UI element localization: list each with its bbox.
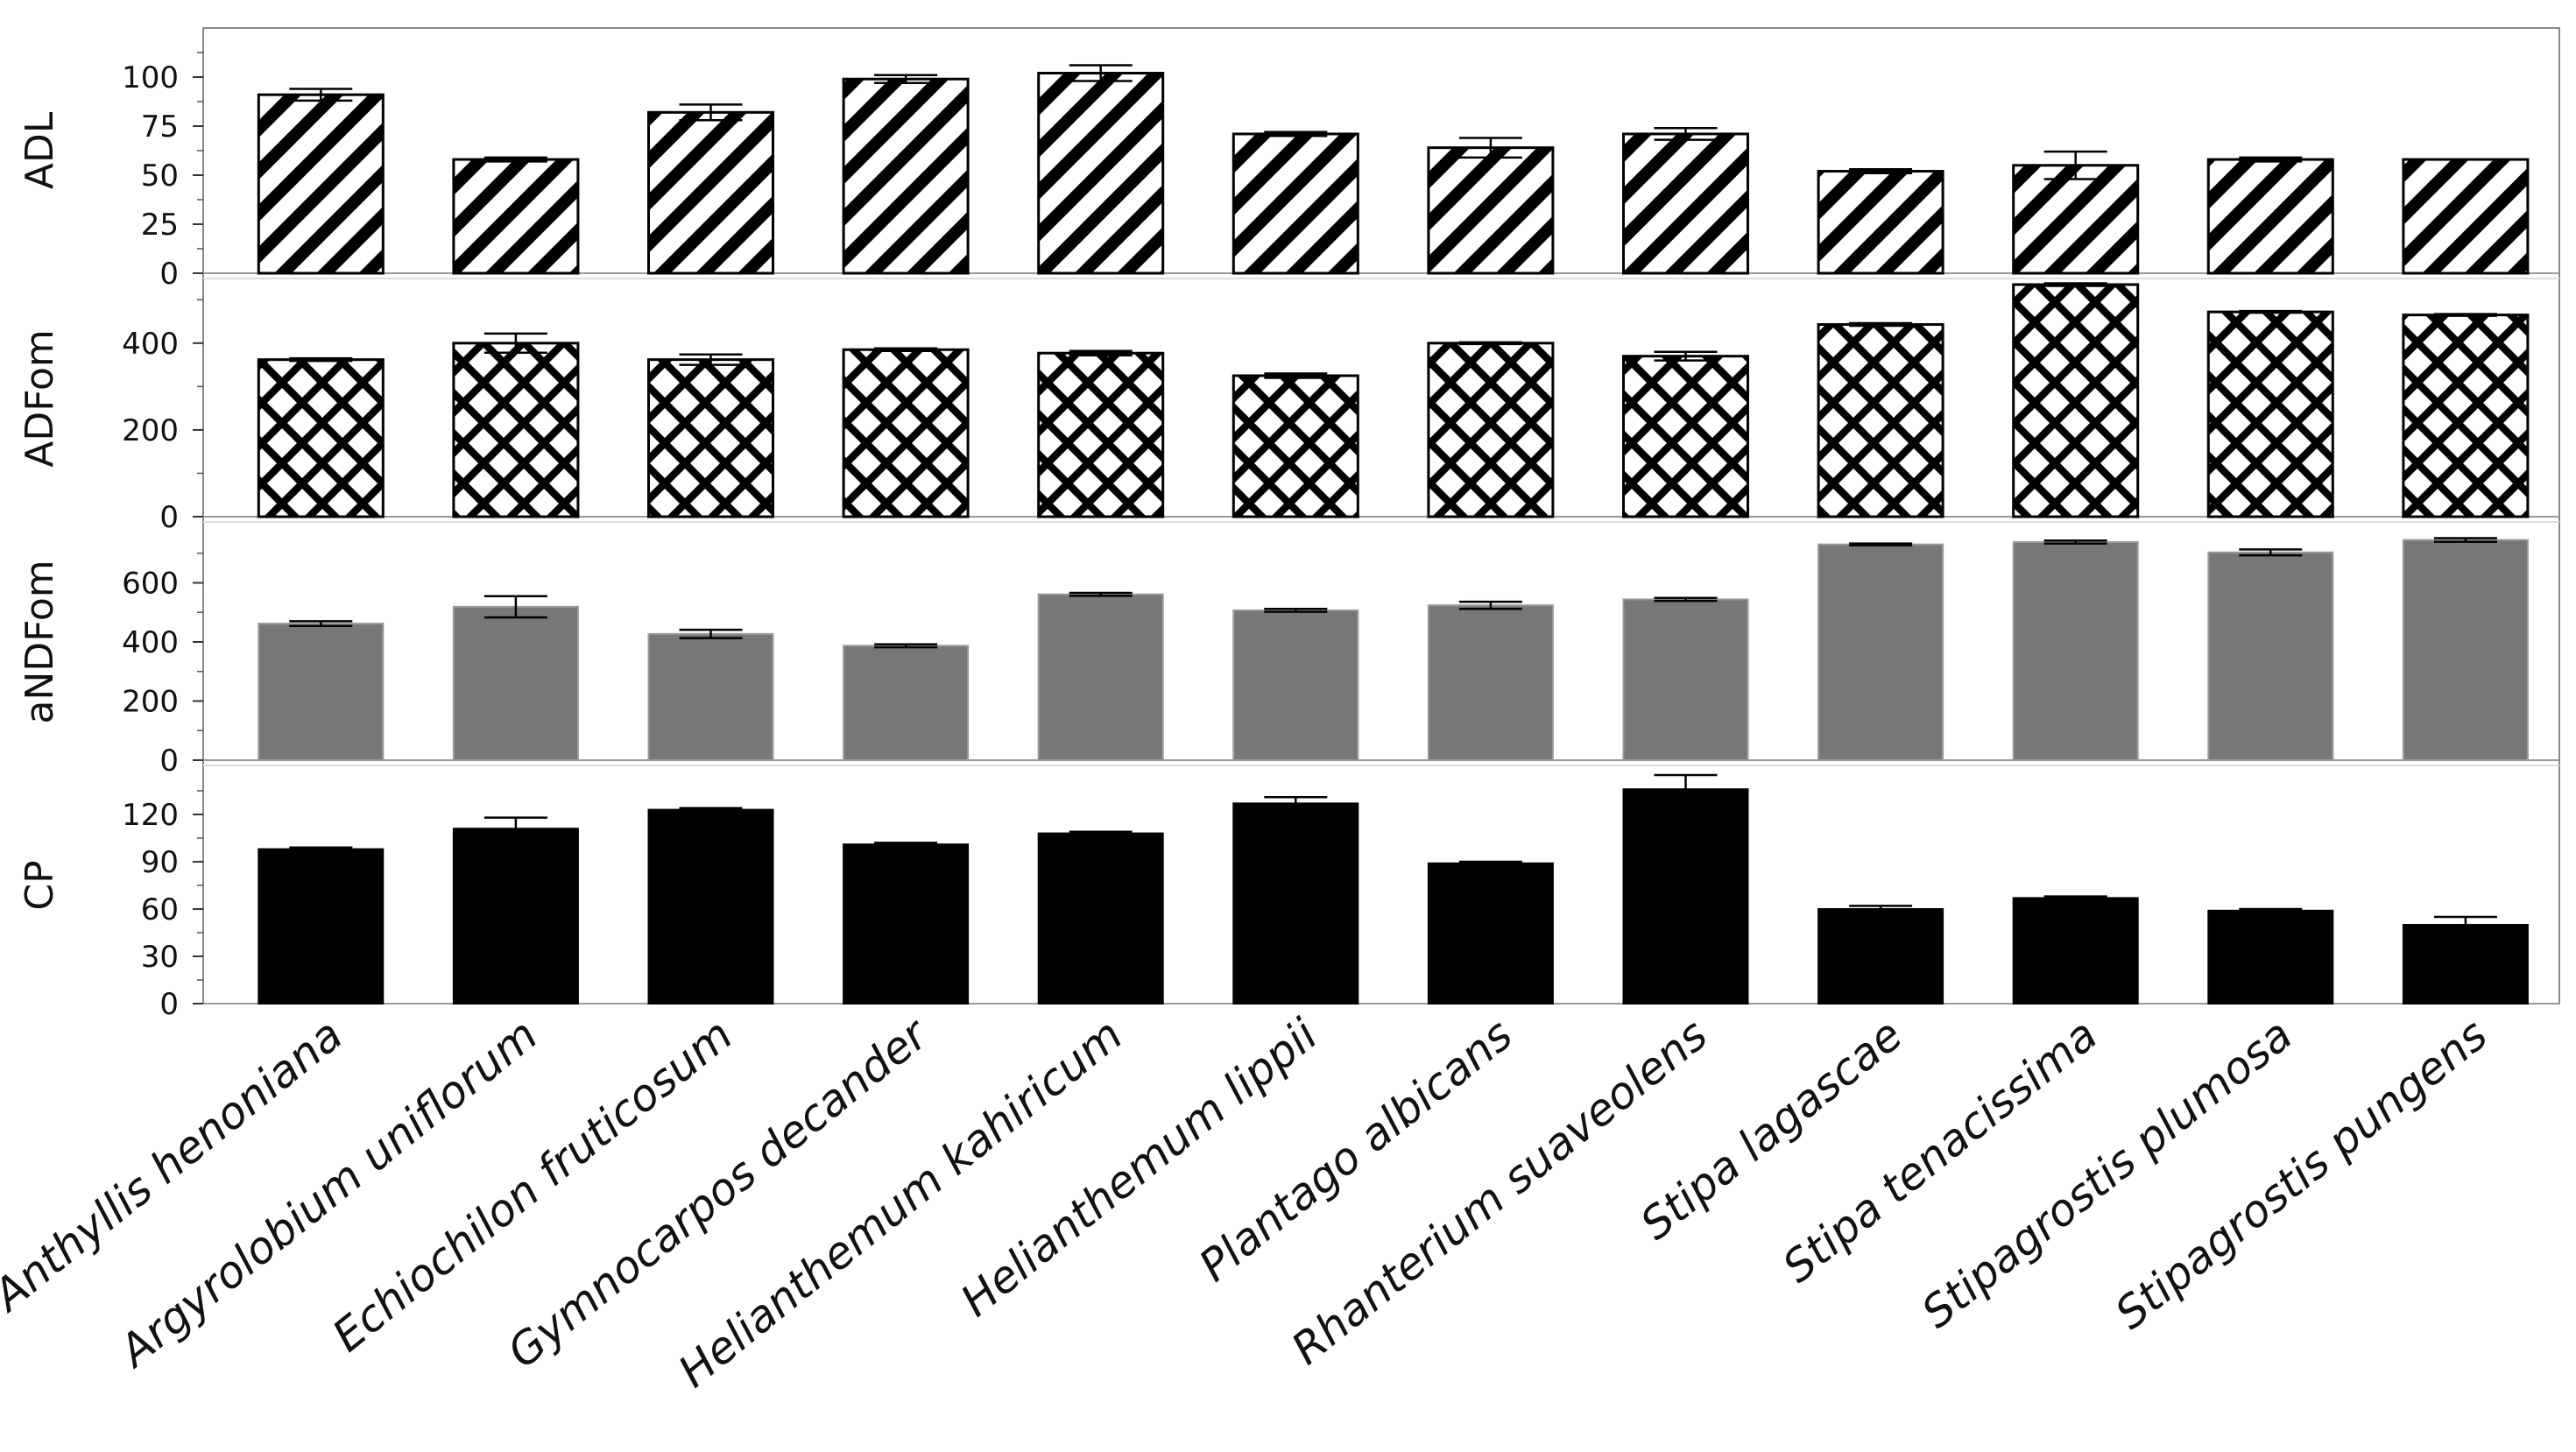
bar-adl [452,158,580,275]
bar-adfom [842,348,970,518]
y-tick-label: 50 [141,159,179,194]
bar-adfom [1232,374,1359,518]
bar-andfom [1232,609,1359,762]
y-tick-label: 25 [141,208,179,243]
bar-andfom [1037,593,1164,761]
bar-andfom [1622,598,1749,762]
bar-adfom [1427,342,1555,518]
bar-cp [1037,832,1164,1004]
bar-cp [2402,924,2529,1004]
y-tick-label: 60 [141,892,179,927]
bar-cp [452,828,579,1005]
category-label: Stipagrostis plumosa [1912,1009,2302,1338]
y-tick-label: 400 [122,625,179,660]
y-tick-label: 75 [141,109,179,144]
bar-adl [647,110,774,275]
panel-label-cp: CP [18,860,62,910]
bar-andfom [647,632,774,762]
bar-adl [2206,158,2334,275]
category-label: Stipagrostis pungens [2106,1009,2496,1339]
y-tick-label: 100 [122,60,179,95]
y-tick-label: 400 [122,327,179,362]
y-tick-label: 200 [122,413,179,448]
category-label: Echiochilon fruticosum [323,1009,742,1362]
bar-cp [258,848,385,1004]
bar-adfom [1622,355,1749,518]
bar-adl [842,77,970,275]
bar-adl [2402,158,2530,275]
bar-adfom [2012,283,2140,518]
bar-adl [1622,132,1749,275]
bar-adl [1427,146,1555,275]
category-label: Stipa tenacissima [1774,1009,2107,1293]
y-tick-label: 120 [122,798,179,833]
bar-andfom [2402,539,2529,761]
bar-andfom [2012,540,2139,761]
bar-cp [1427,862,1554,1004]
bar-andfom [1427,604,1554,762]
bar-andfom [1817,543,1944,761]
category-label: Anthyllis henoniana [0,1009,352,1322]
y-tick-label: 0 [159,744,179,779]
chart-layer: 0255075100ADL0200400ADFom0200400600aNDFo… [0,27,2560,1398]
y-tick-label: 600 [122,567,179,602]
bar-cp [843,843,970,1005]
category-label: Helianthemum lippii [951,1009,1327,1327]
y-tick-label: 0 [159,987,179,1022]
panel-label-adl: ADL [18,111,62,189]
bar-andfom [452,605,579,762]
category-label: Plantago albicans [1189,1009,1521,1292]
y-tick-label: 30 [141,940,179,975]
bar-cp [1817,908,1944,1004]
bar-andfom [2207,551,2334,761]
panel-label-adfom: ADFom [18,329,62,468]
bar-adl [257,93,385,275]
y-tick-label: 90 [141,845,179,880]
bar-cp [1232,802,1359,1005]
bar-adl [1232,132,1359,275]
bar-cp [647,808,774,1004]
y-tick-label: 0 [159,257,179,292]
bar-cp [1622,788,1749,1005]
bar-adfom [452,342,580,518]
bar-adl [2012,164,2140,275]
y-tick-label: 0 [159,500,179,535]
bar-adfom [1817,323,1944,518]
bar-adl [1037,72,1165,275]
bar-adfom [2402,314,2530,518]
bar-adfom [2206,310,2334,518]
bar-adfom [647,358,774,518]
panel-label-andfom: aNDFom [18,560,62,723]
y-tick-label: 200 [122,685,179,720]
bar-cp [2207,909,2334,1005]
bar-cp [2012,897,2139,1005]
bar-adl [1817,170,1944,275]
bar-andfom [258,623,385,762]
bar-adfom [1037,351,1165,518]
bar-andfom [843,645,970,762]
bar-adfom [257,358,385,518]
